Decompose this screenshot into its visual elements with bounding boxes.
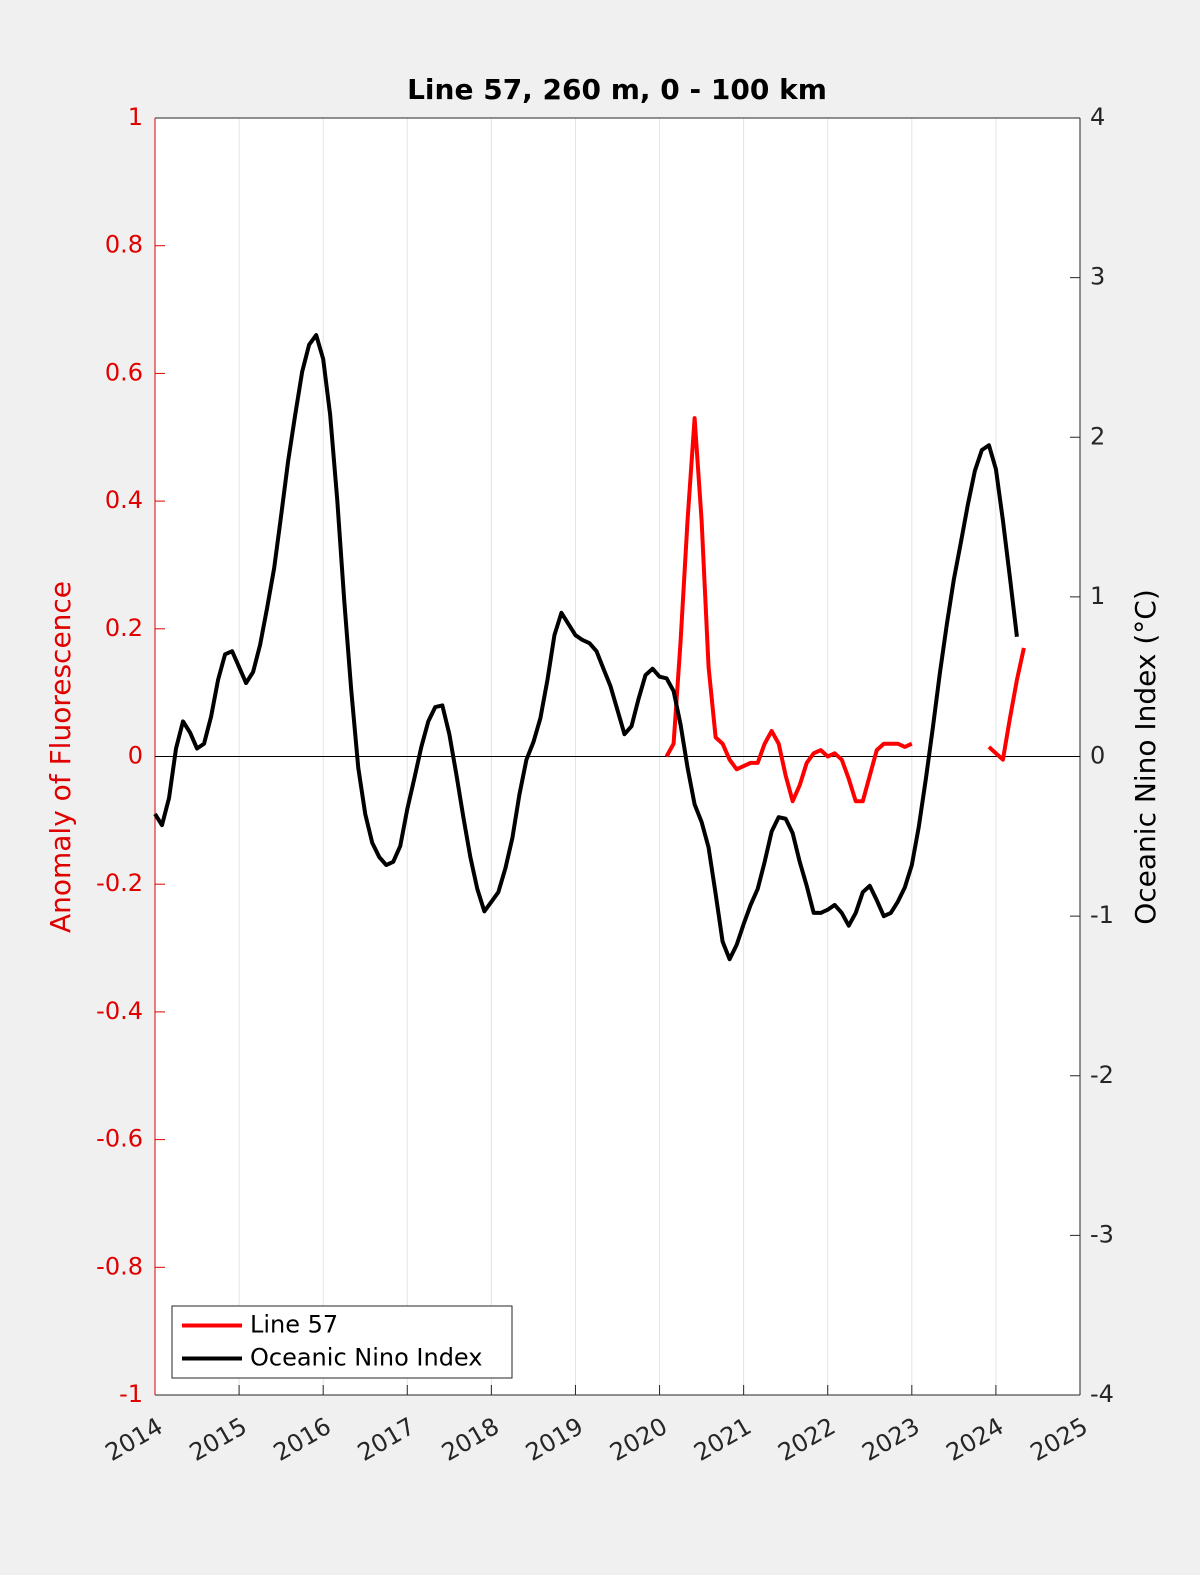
legend-label: Oceanic Nino Index bbox=[250, 1344, 482, 1372]
x-tick-label: 2014 bbox=[101, 1412, 168, 1467]
chart-title: Line 57, 260 m, 0 - 100 km bbox=[407, 73, 827, 106]
series-line bbox=[664, 416, 1026, 804]
x-tick-label: 2015 bbox=[185, 1412, 252, 1467]
y2-tick-label: 2 bbox=[1090, 422, 1105, 450]
x-tick-label: 2018 bbox=[437, 1412, 504, 1467]
x-tick-label: 2022 bbox=[773, 1412, 840, 1467]
y2-tick-label: -1 bbox=[1090, 901, 1114, 929]
y2-tick-label: -3 bbox=[1090, 1220, 1114, 1248]
y2-tick-label: 0 bbox=[1090, 742, 1105, 770]
series-line bbox=[153, 333, 1019, 962]
y2-tick-label: -4 bbox=[1090, 1380, 1114, 1408]
y-tick-label: -1 bbox=[119, 1380, 143, 1408]
x-tick-label: 2020 bbox=[605, 1412, 672, 1467]
y-tick-label: 0.4 bbox=[105, 486, 143, 514]
x-tick-label: 2023 bbox=[857, 1412, 924, 1467]
y-tick-label: 0.8 bbox=[105, 231, 143, 259]
y2-tick-label: 3 bbox=[1090, 263, 1105, 291]
x-tick-label: 2016 bbox=[269, 1412, 336, 1467]
y-tick-label: -0.8 bbox=[96, 1252, 143, 1280]
y-tick-label: 0.2 bbox=[105, 614, 143, 642]
y2-tick-label: 1 bbox=[1090, 582, 1105, 610]
y-tick-label: -0.4 bbox=[96, 997, 143, 1025]
y-tick-label: 1 bbox=[128, 103, 143, 131]
y-tick-label: 0.6 bbox=[105, 358, 143, 386]
x-tick-label: 2024 bbox=[942, 1412, 1009, 1467]
x-tick-label: 2025 bbox=[1026, 1412, 1093, 1467]
x-tick-label: 2017 bbox=[353, 1412, 420, 1467]
y-tick-label: -0.2 bbox=[96, 869, 143, 897]
legend-label: Line 57 bbox=[250, 1311, 338, 1339]
y2-tick-label: 4 bbox=[1090, 103, 1105, 131]
y-tick-label: -0.6 bbox=[96, 1125, 143, 1153]
x-tick-label: 2021 bbox=[689, 1412, 756, 1467]
legend-box bbox=[171, 1305, 513, 1379]
y2-tick-label: -2 bbox=[1090, 1061, 1114, 1089]
y2-axis-label: Oceanic Nino Index (°C) bbox=[1129, 589, 1162, 925]
y-tick-label: 0 bbox=[128, 742, 143, 770]
x-tick-label: 2019 bbox=[521, 1412, 588, 1467]
y-axis-label: Anomaly of Fluorescence bbox=[44, 581, 77, 933]
